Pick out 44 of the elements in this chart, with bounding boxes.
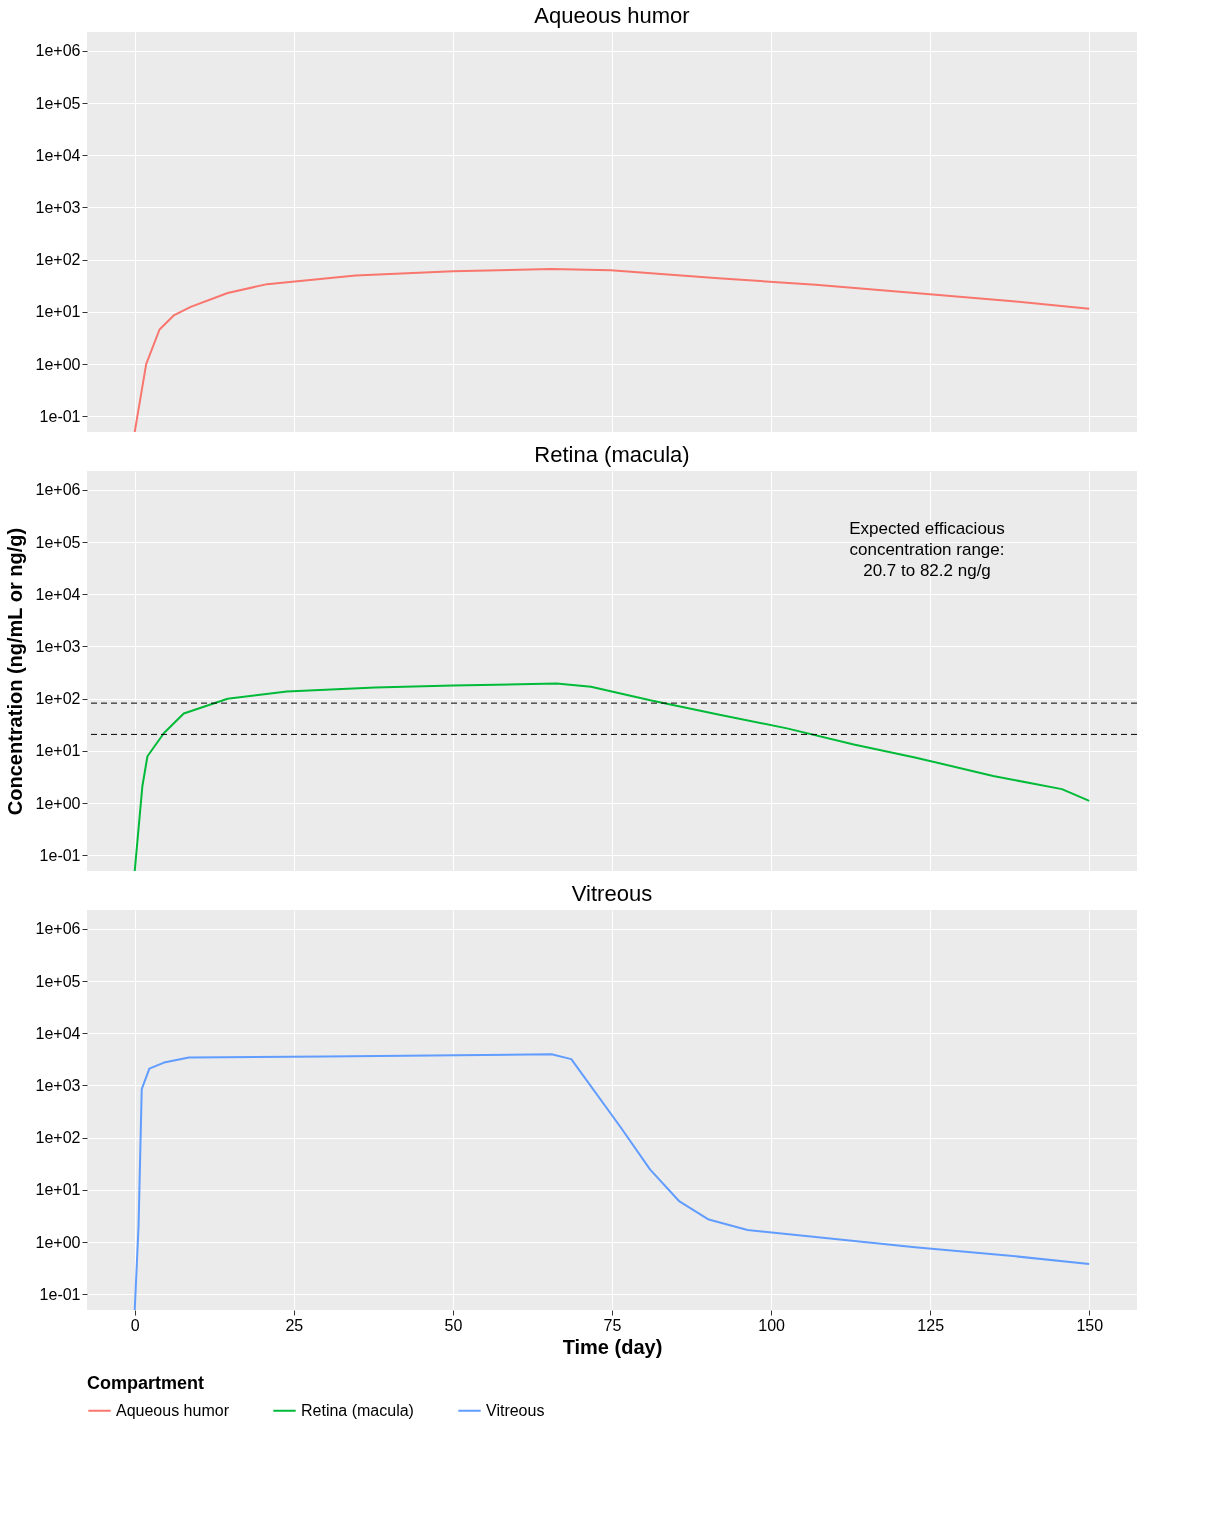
y-tick-label: 1e+06 [35,42,81,60]
y-tick-label: 1e+03 [35,1076,81,1094]
y-tick-label: 1e+00 [35,355,81,373]
y-tick-label: 1e+01 [35,303,81,321]
x-tick-label: 100 [758,1316,786,1334]
y-tick-label: 1e+04 [35,585,81,603]
y-tick-label: 1e-01 [39,1285,81,1303]
legend-label: Retina (macula) [301,1401,414,1419]
x-tick-label: 25 [285,1316,304,1334]
line-series [133,1053,1091,1310]
legend-title: Compartment [87,1373,205,1393]
line-series [133,268,1091,432]
chart-title: Vitreous [571,881,653,906]
legend-label: Vitreous [486,1401,545,1419]
y-tick-label: 1e+02 [35,1129,81,1147]
y-tick-label: 1e+01 [35,1181,81,1199]
y-tick-label: 1e+00 [35,794,81,812]
y-tick-label: 1e+05 [35,533,81,551]
y-tick-label: 1e+02 [35,690,81,708]
y-tick-label: 1e+03 [35,198,81,216]
x-tick-label: 50 [444,1316,463,1334]
y-tick-label: 1e+05 [35,94,81,112]
y-tick-label: 1e+04 [35,1024,81,1042]
x-tick-label: 125 [917,1316,945,1334]
y-tick-label: 1e-01 [39,846,81,864]
chart-title: Retina (macula) [534,442,690,467]
y-tick-label: 1e+02 [35,251,81,269]
y-axis-title: Concentration (ng/mL or ng/g) [3,527,26,816]
y-tick-label: 1e+05 [35,972,81,990]
line-series [133,682,1091,871]
y-tick-label: 1e+00 [35,1233,81,1251]
y-tick-label: 1e+03 [35,637,81,655]
chart-title: Aqueous humor [534,3,690,28]
y-tick-label: 1e+06 [35,481,81,499]
legend-label: Aqueous humor [116,1401,230,1419]
y-tick-label: 1e+04 [35,146,81,164]
x-tick-label: 75 [603,1316,622,1334]
x-tick-label: 150 [1076,1316,1104,1334]
y-tick-label: 1e-01 [39,407,81,425]
x-tick-label: 0 [130,1316,140,1334]
y-tick-label: 1e+06 [35,920,81,938]
x-axis-title: Time (day) [562,1335,663,1358]
annotation: Expected efficacious concentration range: 20.7 to 82.2 ng/g [849,519,1005,580]
y-tick-label: 1e+01 [35,742,81,760]
